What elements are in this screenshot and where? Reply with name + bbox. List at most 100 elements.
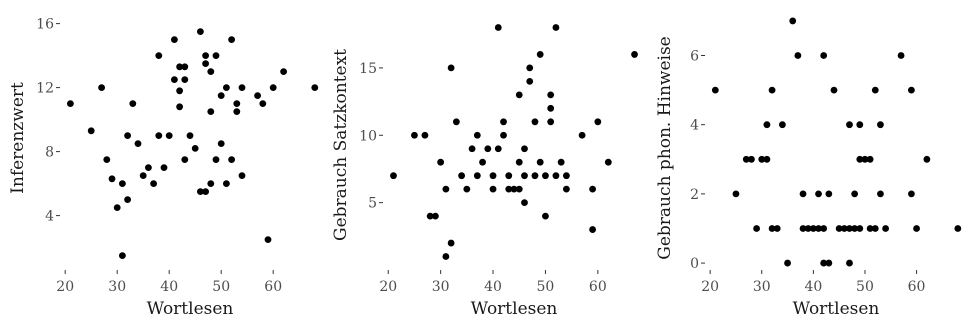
data-point <box>103 156 111 164</box>
data-point <box>799 225 807 232</box>
data-point <box>269 84 277 91</box>
y-tick-label: 12 <box>36 81 54 97</box>
y-tick-label: 15 <box>359 61 377 77</box>
data-point <box>176 103 184 111</box>
data-point <box>515 91 523 99</box>
data-point <box>753 225 760 232</box>
data-point <box>494 24 502 31</box>
data-point <box>447 64 455 72</box>
data-point <box>515 158 523 166</box>
data-point <box>856 121 864 129</box>
y-axis-title: Gebrauch Satzkontext <box>331 49 351 241</box>
data-point <box>124 132 131 140</box>
panel-gebrauch-phon-hinweise: Gebrauch phon. Hinweise Wortlesen 0 2 4 6 20… <box>655 17 962 319</box>
y-tick-label: 4 <box>45 209 54 225</box>
data-point <box>820 225 828 232</box>
data-point <box>186 132 194 140</box>
x-tick-label: 40 <box>160 279 178 295</box>
data-point <box>856 225 864 232</box>
data-point <box>108 175 116 183</box>
data-point <box>254 92 261 99</box>
data-point <box>233 108 241 115</box>
data-point <box>547 104 555 112</box>
data-point <box>563 185 570 193</box>
data-point <box>830 86 838 94</box>
data-point <box>98 84 105 91</box>
data-point <box>280 68 287 75</box>
data-point <box>432 212 439 220</box>
data-point <box>913 225 920 232</box>
data-point <box>176 87 184 95</box>
x-tick-label: 20 <box>56 279 74 295</box>
data-point <box>763 121 771 129</box>
data-point <box>171 36 178 43</box>
data-point <box>145 164 152 172</box>
data-point <box>113 204 121 212</box>
data-point <box>557 158 565 166</box>
data-point <box>411 131 418 139</box>
data-point <box>840 225 848 232</box>
data-point <box>908 190 915 198</box>
data-point <box>851 225 859 232</box>
data-point <box>484 145 492 153</box>
data-point <box>542 172 549 180</box>
data-point <box>505 185 513 193</box>
data-point <box>631 51 638 58</box>
data-point <box>897 52 905 59</box>
data-point <box>804 225 812 232</box>
data-point <box>223 84 230 91</box>
data-point <box>139 172 147 180</box>
data-point <box>526 77 534 85</box>
data-point <box>160 164 168 172</box>
data-point <box>871 225 879 232</box>
panel-gebrauch-satzkontext: Gebrauch Satzkontext Wortlesen 5 10 15 20 30… <box>331 24 638 319</box>
data-point <box>165 132 173 140</box>
data-point <box>742 155 750 163</box>
data-point <box>846 225 853 232</box>
data-point <box>536 51 544 58</box>
y-tick-label: 6 <box>690 49 699 65</box>
data-point <box>489 172 497 180</box>
data-point <box>500 131 507 139</box>
data-point <box>794 52 802 59</box>
x-axis-title: Wortlesen <box>793 299 880 319</box>
data-point <box>390 172 397 180</box>
y-tick-label: 10 <box>359 128 377 144</box>
data-point <box>217 140 225 148</box>
data-point <box>311 84 319 91</box>
data-point <box>421 131 429 139</box>
data-point <box>238 84 246 91</box>
data-point <box>67 100 74 107</box>
data-point <box>207 180 215 188</box>
data-point <box>871 86 879 94</box>
data-point <box>510 185 518 193</box>
data-point <box>191 145 199 152</box>
data-point <box>552 172 560 180</box>
x-tick-label: 30 <box>753 279 771 295</box>
data-point <box>473 131 481 139</box>
y-tick-label: 5 <box>368 196 377 212</box>
data-point <box>908 86 915 94</box>
data-point <box>176 63 184 71</box>
data-point <box>846 121 853 129</box>
data-point <box>861 155 869 163</box>
data-point <box>748 155 755 163</box>
data-point <box>202 52 210 59</box>
data-point <box>238 172 246 180</box>
panel-inferenzwert: Inferenzwert Wortlesen 4 8 12 16 20 30 40 50 60 <box>8 17 319 319</box>
x-tick-label: 60 <box>589 279 607 295</box>
data-point <box>452 118 460 126</box>
data-point <box>789 17 797 25</box>
data-point <box>763 155 771 163</box>
data-point <box>809 225 817 232</box>
data-point <box>846 259 853 267</box>
data-point <box>882 225 889 232</box>
data-point <box>779 121 786 129</box>
x-axis-title: Wortlesen <box>147 299 234 319</box>
data-point <box>207 68 215 75</box>
data-point <box>604 158 612 166</box>
data-point <box>489 185 497 193</box>
data-point <box>521 199 528 207</box>
x-tick-label: 50 <box>212 279 230 295</box>
data-point <box>521 145 528 153</box>
